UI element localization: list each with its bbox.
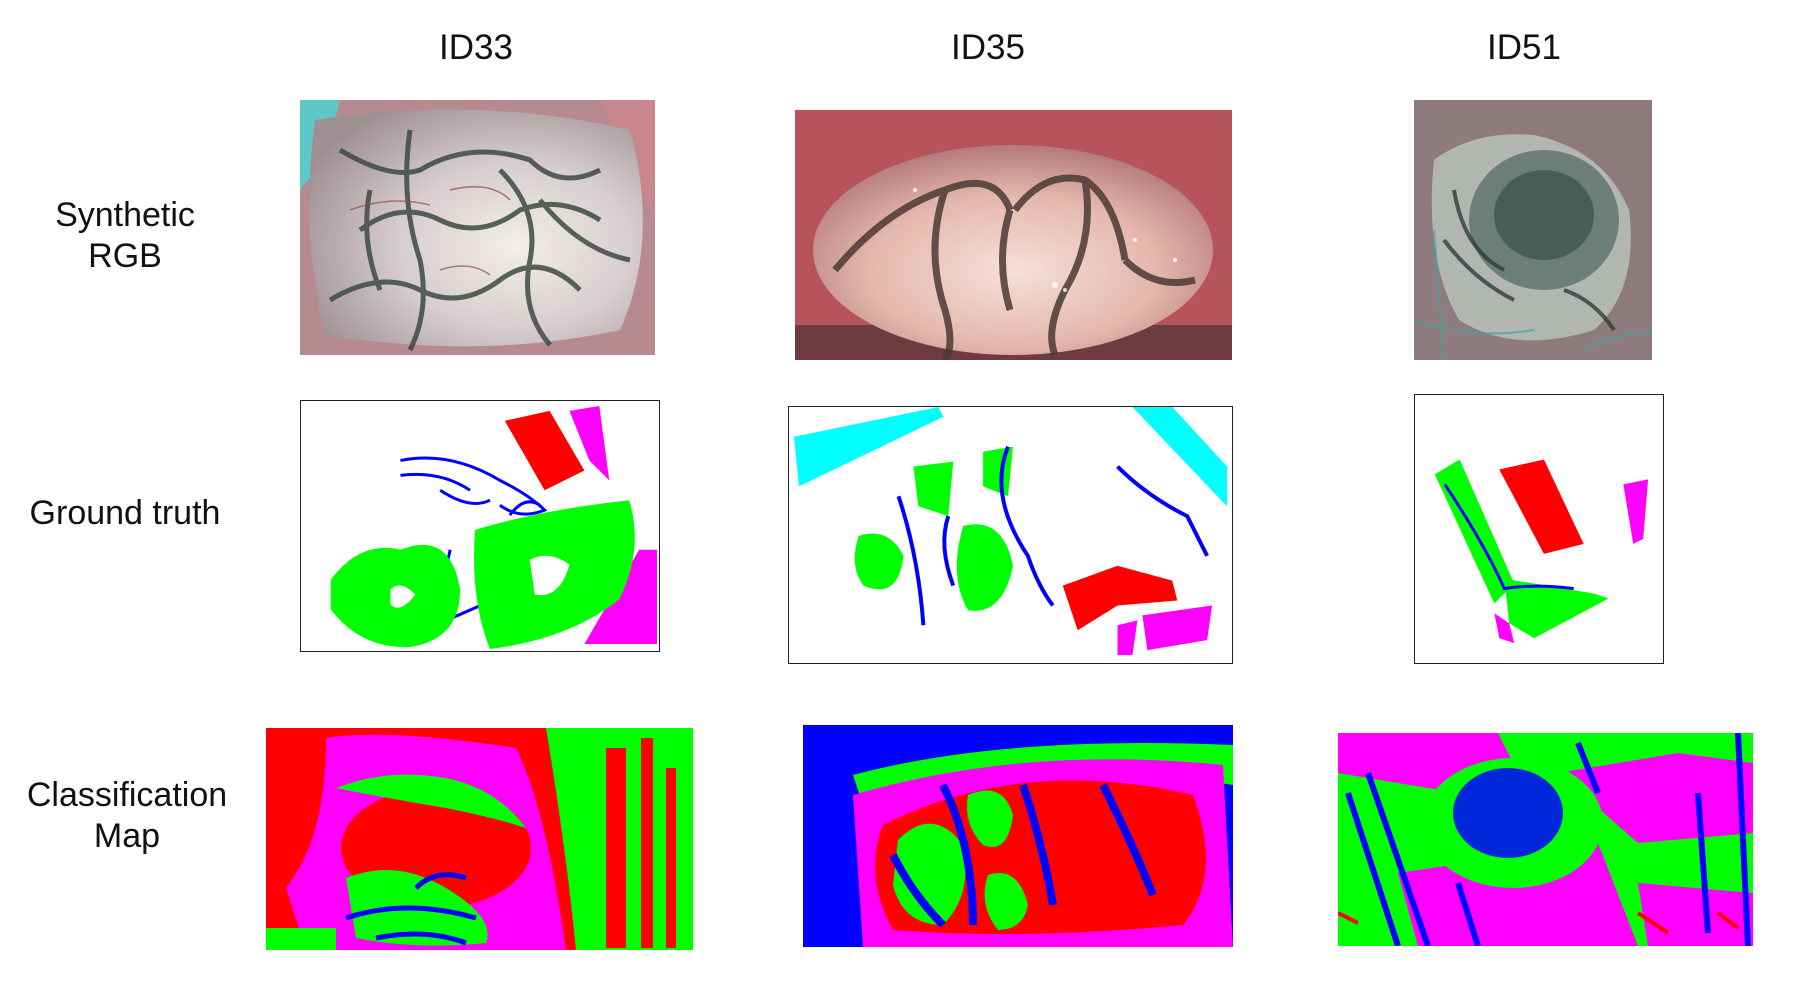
gt-normal-region bbox=[983, 446, 1013, 497]
gt-normal-region bbox=[913, 461, 954, 517]
gt-background-region bbox=[569, 405, 610, 481]
classification-map-id51 bbox=[1338, 733, 1753, 946]
row-label-classification-map: Classification Map bbox=[2, 775, 252, 858]
row-label-ground-truth: Ground truth bbox=[0, 493, 250, 534]
row-label-ground-truth-text: Ground truth bbox=[29, 494, 221, 532]
gt-background-region bbox=[1142, 605, 1213, 651]
ground-truth-map-id51 bbox=[1414, 394, 1664, 664]
classification-map-id35 bbox=[803, 725, 1233, 947]
row-label-synthetic-rgb-line2: RGB bbox=[88, 237, 162, 276]
classification-map-id33 bbox=[266, 728, 693, 950]
column-header-id33: ID33 bbox=[439, 28, 513, 67]
gt-tumor-region bbox=[1062, 565, 1178, 631]
column-header-id51: ID51 bbox=[1487, 28, 1561, 67]
gt-background-region bbox=[1494, 613, 1515, 644]
gt-other-region bbox=[793, 407, 944, 487]
gt-normal-region bbox=[1504, 578, 1609, 639]
row-label-synthetic-rgb: Synthetic RGB bbox=[0, 195, 250, 278]
gt-tumor-region bbox=[1499, 459, 1584, 554]
gt-background-region bbox=[584, 549, 658, 645]
gt-normal-region bbox=[956, 524, 1013, 611]
ground-truth-map-id35 bbox=[788, 406, 1233, 664]
gt-tumor-region bbox=[504, 410, 585, 491]
gt-background-region bbox=[1117, 620, 1138, 656]
column-header-id35: ID35 bbox=[951, 28, 1025, 67]
ground-truth-map-id33 bbox=[300, 400, 660, 652]
row-label-synthetic-rgb-line1: Synthetic bbox=[55, 196, 195, 234]
synthetic-rgb-image-id33 bbox=[300, 100, 655, 355]
synthetic-rgb-image-id35 bbox=[795, 110, 1232, 360]
row-label-classification-map-line2: Map bbox=[93, 817, 161, 856]
gt-normal-region bbox=[854, 533, 904, 590]
row-label-classification-map-line1: Classification bbox=[26, 776, 228, 814]
gt-background-region bbox=[1623, 479, 1649, 544]
synthetic-rgb-image-id51 bbox=[1414, 100, 1652, 360]
